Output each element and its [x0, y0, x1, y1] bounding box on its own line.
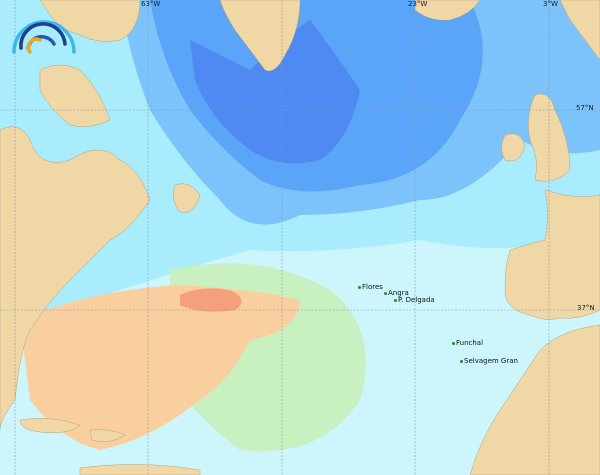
place-marker-icon [452, 341, 455, 345]
latitude-label: 57°N [576, 104, 594, 112]
place-marker-icon [460, 359, 463, 363]
place-marker-icon [384, 291, 387, 295]
deep-blue-region [190, 20, 360, 164]
place-angra[interactable]: Angra [384, 289, 409, 297]
longitude-label: 23°W [408, 0, 428, 8]
orange-region [20, 285, 300, 450]
place-selvagem-gran[interactable]: Selvagem Gran [460, 357, 518, 365]
land-africa [469, 324, 600, 475]
longitude-label: 3°W [543, 0, 558, 8]
land-labrador [39, 64, 111, 127]
land-caribbean-cuba [19, 418, 81, 433]
land-iceland [414, 0, 481, 21]
place-p-delgada[interactable]: P. Delgada [394, 296, 435, 304]
land-south-america [79, 464, 201, 475]
longitude-label: 63°W [141, 0, 161, 8]
place-marker-icon [358, 285, 361, 289]
land-greenland [219, 0, 301, 72]
land-newfoundland [173, 183, 201, 213]
latitude-label: 37°N [577, 304, 595, 312]
place-flores[interactable]: Flores [358, 283, 383, 291]
land-caribbean-hispaniola [89, 429, 126, 442]
land-ireland [501, 133, 526, 162]
red-orange-region [180, 288, 242, 312]
place-funchal[interactable]: Funchal [452, 339, 483, 347]
place-marker-icon [394, 298, 397, 302]
land-north-america [0, 126, 151, 431]
wave-arcs-logo [12, 20, 76, 54]
